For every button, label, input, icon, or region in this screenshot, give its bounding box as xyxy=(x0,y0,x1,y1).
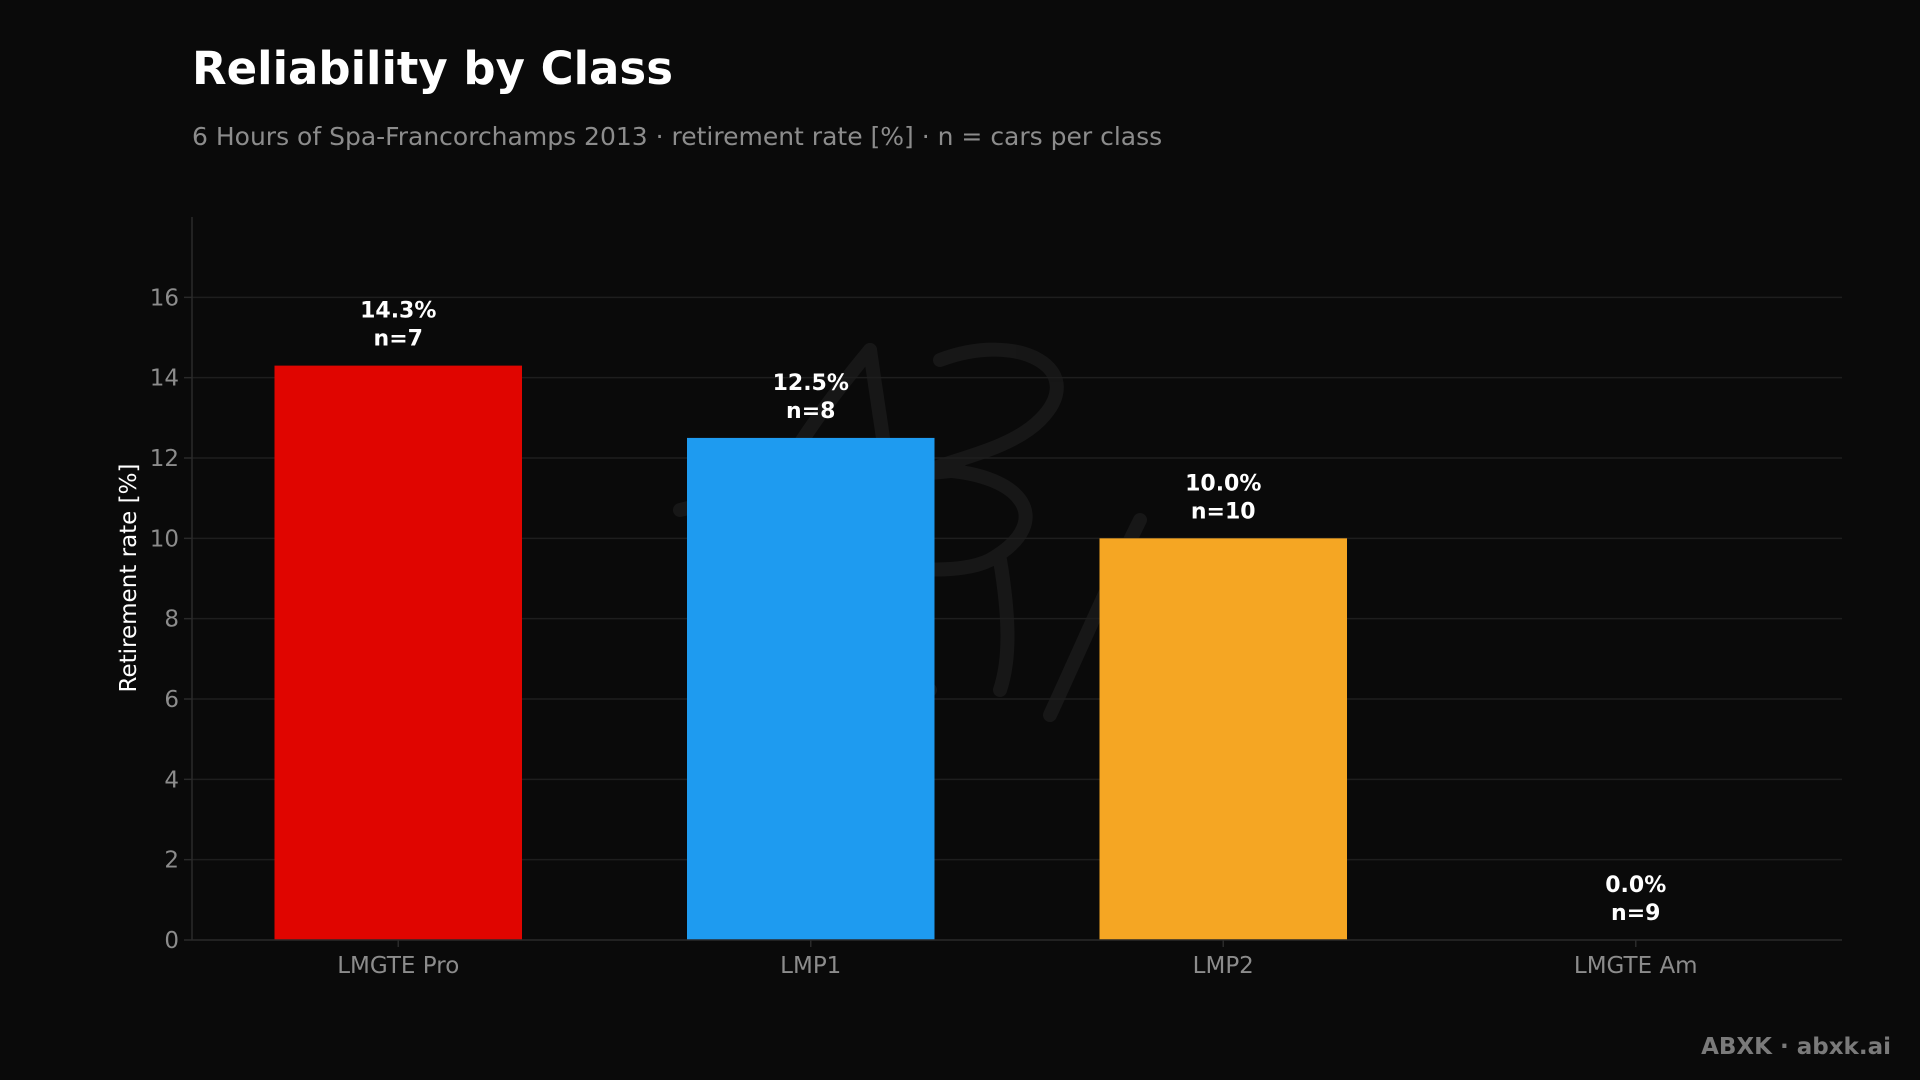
bar-value-label: 12.5% xyxy=(773,371,849,396)
y-tick-labels: 0 2 4 6 8 10 12 14 16 xyxy=(150,285,192,954)
brand-watermark: ABXK · abxk.ai xyxy=(1701,1034,1891,1060)
x-tick-label: LMGTE Am xyxy=(1574,953,1698,979)
bar-n-label: n=9 xyxy=(1611,901,1660,926)
x-tick-label: LMP1 xyxy=(780,953,841,979)
bar-value-label: 10.0% xyxy=(1185,471,1261,496)
axes xyxy=(191,217,1842,941)
bar-n-label: n=8 xyxy=(786,399,835,424)
y-tick-label: 14 xyxy=(150,366,179,392)
bar-n-label: n=10 xyxy=(1191,499,1256,524)
bar-value-label: 14.3% xyxy=(360,299,436,324)
bars xyxy=(274,365,1347,940)
y-tick-label: 0 xyxy=(164,928,179,954)
bar-lmp1 xyxy=(687,437,935,940)
y-tick-label: 4 xyxy=(164,767,179,793)
data-labels: 14.3% n=7 12.5% n=8 10.0% n=10 0.0% n=9 xyxy=(360,299,1666,926)
y-tick-label: 6 xyxy=(164,687,179,713)
y-tick-label: 10 xyxy=(150,526,179,552)
y-axis-label: Retirement rate [%] xyxy=(116,464,142,693)
chart-subtitle: 6 Hours of Spa-Francorchamps 2013 · reti… xyxy=(192,122,1163,151)
bar-n-label: n=7 xyxy=(374,327,423,352)
bar-lmp2 xyxy=(1099,538,1347,940)
y-tick-label: 8 xyxy=(164,607,179,633)
x-tick-label: LMGTE Pro xyxy=(337,953,459,979)
bar-value-label: 0.0% xyxy=(1605,873,1666,898)
chart-title: Reliability by Class xyxy=(192,42,673,95)
x-tick-label: LMP2 xyxy=(1193,953,1254,979)
x-tick-labels: LMGTE Pro LMP1 LMP2 LMGTE Am xyxy=(337,940,1698,979)
y-tick-label: 12 xyxy=(150,446,179,472)
bar-lmgte-pro xyxy=(274,365,522,940)
y-tick-label: 16 xyxy=(150,285,179,311)
y-tick-label: 2 xyxy=(164,848,179,874)
